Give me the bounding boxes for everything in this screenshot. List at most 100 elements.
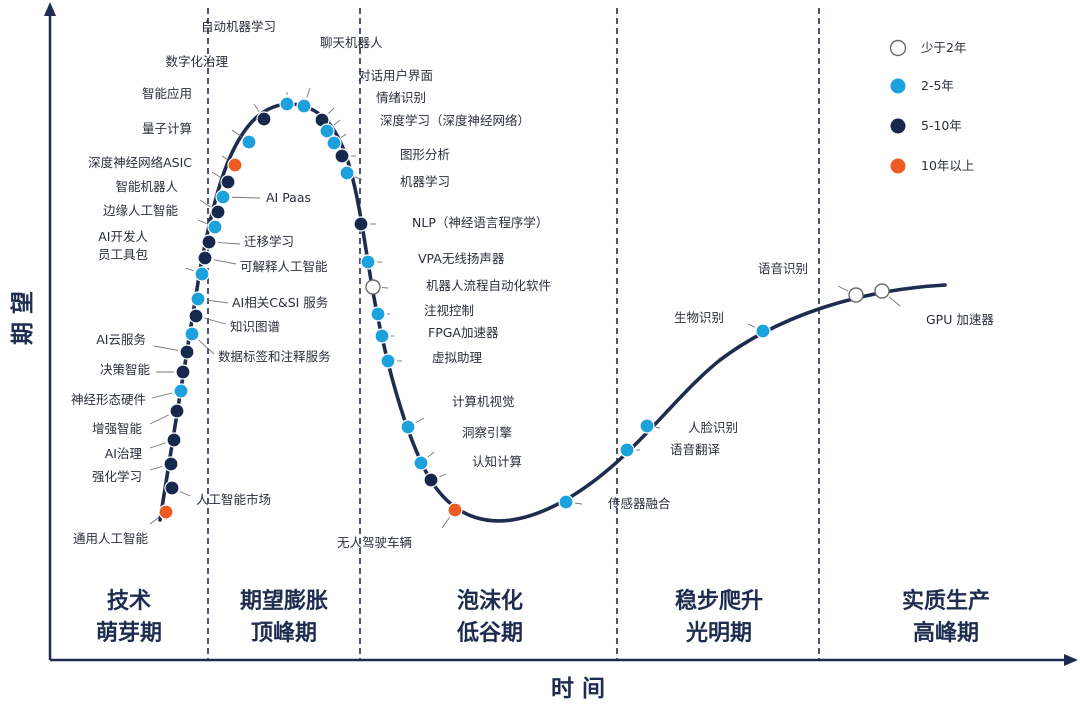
leader-line: [574, 502, 583, 505]
phase-2-line1: 期望膨胀: [240, 589, 328, 614]
technology-dot: [400, 419, 416, 435]
technology-dot: [755, 323, 771, 339]
technology-dot: [848, 287, 864, 303]
technology-label: 聊天机器人: [320, 35, 383, 50]
technology-dot: [201, 234, 217, 250]
technology-label: 决策智能: [100, 362, 151, 377]
phase-dividers: [207, 8, 820, 660]
technology-dot: [413, 455, 429, 471]
technology-label: 边缘人工智能: [103, 203, 179, 218]
technology-dot: [207, 219, 223, 235]
leader-line: [415, 417, 425, 423]
legend-label: 2-5年: [921, 78, 954, 93]
technology-label: 智能应用: [142, 86, 192, 101]
technology-label: VPA无线扬声器: [418, 251, 505, 266]
leader-line: [185, 267, 194, 272]
technology-label: 通用人工智能: [73, 531, 149, 546]
leader-line: [354, 176, 363, 181]
technology-dot: [215, 189, 231, 205]
leader-line: [149, 517, 160, 525]
technology-dot: [173, 383, 189, 399]
leader-line: [427, 451, 435, 458]
leader-line: [837, 285, 849, 292]
leader-line: [149, 414, 170, 425]
technology-label: 无人驾驶车辆: [337, 535, 412, 550]
leader-line: [199, 199, 211, 208]
technology-label: 量子计算: [142, 121, 192, 136]
technology-dot: [874, 283, 890, 299]
technology-dot: [175, 364, 191, 380]
technology-dot: [423, 472, 439, 488]
technology-label: NLP（神经语言程序学）: [412, 215, 548, 230]
leader-line: [206, 299, 229, 304]
technology-dot: [210, 204, 226, 220]
leader-line: [204, 317, 227, 325]
technology-label: 图形分析: [400, 147, 450, 162]
technology-label: 增强智能: [92, 421, 143, 436]
technology-label: 员工具包: [98, 247, 148, 262]
leader-line: [439, 473, 447, 478]
technology-dot: [447, 502, 463, 518]
technology-dot: [179, 344, 195, 360]
legend-marker-over-10y: [890, 158, 906, 174]
technology-label: 注视控制: [424, 303, 474, 318]
leader-line: [441, 517, 451, 529]
leader-line: [340, 133, 347, 138]
technology-label: 可解释人工智能: [240, 259, 328, 274]
technology-dot: [639, 418, 655, 434]
technology-dot: [326, 135, 342, 151]
technology-dot: [184, 326, 200, 342]
phase-2-line2: 顶峰期: [251, 621, 317, 646]
technology-label: 虚拟助理: [432, 350, 483, 365]
x-axis-arrow: [1064, 654, 1078, 666]
technology-label: GPU 加速器: [926, 312, 994, 327]
phase-5-line1: 实质生产: [902, 588, 990, 614]
technology-dot: [194, 266, 210, 282]
leader-line: [221, 155, 228, 161]
leader-line: [149, 442, 166, 449]
technology-dot: [353, 216, 369, 232]
technology-label: AI Paas: [266, 190, 311, 205]
technology-dot: [164, 480, 180, 496]
technology-label: 强化学习: [92, 469, 142, 484]
technology-dot: [241, 134, 257, 150]
leader-line: [213, 259, 237, 265]
technology-label: 洞察引擎: [462, 425, 512, 440]
technology-label: 对话用户界面: [358, 68, 433, 83]
technology-label: AI相关C&SI 服务: [232, 295, 328, 310]
technology-label: 深度学习（深度神经网络）: [380, 113, 530, 128]
technology-label: 情绪识别: [376, 90, 426, 105]
y-axis-label: 期 望: [10, 291, 36, 345]
technology-label: 人脸识别: [688, 420, 738, 435]
leader-line: [747, 323, 756, 328]
technology-label: 深度神经网络ASIC: [88, 155, 192, 170]
leader-line: [655, 426, 661, 429]
leader-line: [231, 196, 261, 199]
legend-label: 10年以上: [921, 158, 974, 173]
technology-label: 知识图谱: [230, 319, 280, 334]
technology-dot: [166, 432, 182, 448]
phase-3-line1: 泡沫化: [457, 588, 523, 614]
phase-titles: 技术 萌芽期 期望膨胀 顶峰期 泡沫化 低谷期 稳步爬升 光明期 实质生产 高峰…: [96, 588, 990, 646]
technology-label: 机器学习: [400, 174, 450, 189]
technology-dot: [197, 250, 213, 266]
technology-dot: [360, 254, 376, 270]
technology-label: 语音识别: [758, 261, 808, 276]
technology-label: FPGA加速器: [428, 325, 499, 340]
technology-dots: [158, 96, 890, 520]
phase-3-line2: 低谷期: [456, 621, 523, 646]
axes: 时 间 期 望: [10, 2, 1078, 702]
technology-label: AI云服务: [96, 332, 146, 347]
legend-marker-2-5y: [890, 78, 906, 94]
phase-1-line2: 萌芽期: [96, 621, 162, 646]
technology-label: 数据标签和注释服务: [218, 349, 331, 364]
leader-line: [211, 171, 221, 178]
phase-4-line2: 光明期: [685, 621, 752, 646]
leader-line: [149, 466, 163, 471]
legend-label: 少于2年: [921, 40, 966, 55]
technology-dot: [334, 148, 350, 164]
leader-line: [153, 345, 179, 351]
technology-dot: [169, 403, 185, 419]
leader-line: [253, 103, 260, 112]
leader-lines: [149, 87, 901, 529]
